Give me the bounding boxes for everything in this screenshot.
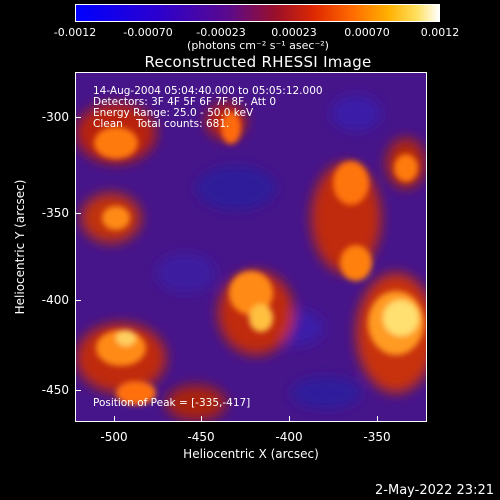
x-axis-label: Heliocentric X (arcsec) bbox=[183, 447, 319, 461]
y-tick-label: -400 bbox=[41, 293, 69, 307]
colorbar bbox=[75, 4, 440, 22]
colorbar-unit-label: (photons cm⁻² s⁻¹ asec⁻²) bbox=[187, 39, 329, 52]
peak-position: Position of Peak = [-335,-417] bbox=[93, 397, 251, 409]
y-tick-label: -300 bbox=[41, 110, 69, 124]
y-axis-label: Heliocentric Y (arcsec) bbox=[13, 179, 27, 315]
image-plot-area bbox=[75, 72, 427, 422]
colorbar-tick: 0.00070 bbox=[344, 26, 390, 39]
y-tick-label: -450 bbox=[41, 383, 69, 397]
x-tick-label: -450 bbox=[187, 430, 215, 444]
info-total-counts: Clean Total counts: 681. bbox=[93, 118, 230, 130]
info-energy-range: Energy Range: 25.0 - 50.0 keV bbox=[93, 107, 254, 119]
colorbar-tick: 0.00023 bbox=[271, 26, 317, 39]
y-tick-label: -350 bbox=[41, 206, 69, 220]
colorbar-tick: 0.0012 bbox=[420, 26, 460, 39]
colorbar-tick: -0.00023 bbox=[196, 26, 246, 39]
colorbar-tick: -0.0012 bbox=[53, 26, 97, 39]
x-tick-label: -500 bbox=[100, 430, 128, 444]
x-tick-label: -400 bbox=[275, 430, 303, 444]
reconstructed-image bbox=[76, 73, 426, 421]
x-tick-label: -350 bbox=[363, 430, 391, 444]
plot-timestamp: 2-May-2022 23:21 bbox=[375, 483, 494, 498]
plot-title: Reconstructed RHESSI Image bbox=[144, 53, 372, 71]
info-time-range: 14-Aug-2004 05:04:40.000 to 05:05:12.000 bbox=[93, 85, 323, 97]
colorbar-tick: -0.00070 bbox=[123, 26, 173, 39]
info-detectors: Detectors: 3F 4F 5F 6F 7F 8F, Att 0 bbox=[93, 96, 277, 108]
